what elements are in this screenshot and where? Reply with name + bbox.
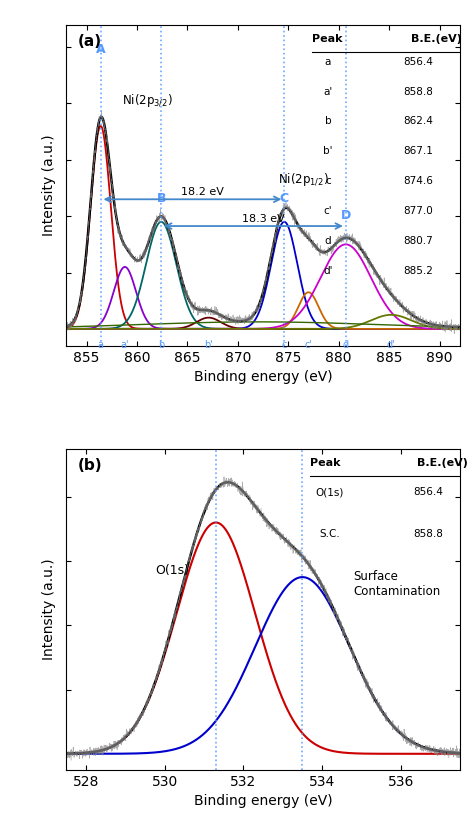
Text: Surface
Contamination: Surface Contamination (354, 569, 441, 598)
Text: c: c (325, 176, 331, 186)
Text: b': b' (204, 340, 213, 351)
Text: S.C.: S.C. (319, 529, 340, 539)
Text: Ni(2p$_{1/2}$): Ni(2p$_{1/2}$) (278, 171, 329, 188)
Text: Peak: Peak (310, 459, 341, 468)
Text: B.E.(eV): B.E.(eV) (417, 459, 467, 468)
Text: 858.8: 858.8 (413, 529, 443, 539)
Text: a: a (98, 340, 104, 351)
Text: b': b' (323, 147, 333, 156)
Text: 18.2 eV: 18.2 eV (181, 187, 224, 197)
Text: d: d (325, 236, 331, 246)
Text: b: b (325, 116, 331, 126)
Text: c': c' (324, 206, 332, 216)
Text: (a): (a) (78, 34, 102, 49)
Text: 880.7: 880.7 (403, 236, 433, 246)
Text: Peak: Peak (312, 34, 343, 44)
Text: O(1s): O(1s) (316, 487, 344, 497)
Text: a: a (325, 57, 331, 66)
Text: B.E.(eV): B.E.(eV) (410, 34, 462, 44)
Text: C: C (280, 192, 289, 205)
Text: 877.0: 877.0 (403, 206, 433, 216)
Text: 856.4: 856.4 (403, 57, 433, 66)
Y-axis label: Intensity (a.u.): Intensity (a.u.) (42, 134, 56, 236)
Text: A: A (96, 43, 106, 56)
Text: b: b (158, 340, 164, 351)
Text: a': a' (120, 340, 129, 351)
Text: 856.4: 856.4 (413, 487, 443, 497)
Text: 874.6: 874.6 (403, 176, 433, 186)
Text: a': a' (323, 87, 333, 97)
Text: D: D (341, 209, 351, 222)
Y-axis label: Intensity (a.u.): Intensity (a.u.) (42, 559, 56, 660)
Text: 862.4: 862.4 (403, 116, 433, 126)
Text: d': d' (387, 340, 395, 351)
Text: (b): (b) (78, 459, 103, 473)
Text: d: d (343, 340, 349, 351)
Text: 885.2: 885.2 (403, 266, 433, 276)
Text: c: c (282, 340, 287, 351)
Text: 18.3 eV: 18.3 eV (242, 214, 285, 224)
Text: O(1s): O(1s) (155, 564, 190, 577)
X-axis label: Binding energy (eV): Binding energy (eV) (194, 794, 332, 808)
Text: d': d' (323, 266, 333, 276)
Text: 867.1: 867.1 (403, 147, 433, 156)
Text: 858.8: 858.8 (403, 87, 433, 97)
Text: Ni(2p$_{3/2}$): Ni(2p$_{3/2}$) (122, 93, 173, 109)
Text: c': c' (304, 340, 312, 351)
Text: B: B (156, 192, 166, 205)
X-axis label: Binding energy (eV): Binding energy (eV) (194, 370, 332, 384)
